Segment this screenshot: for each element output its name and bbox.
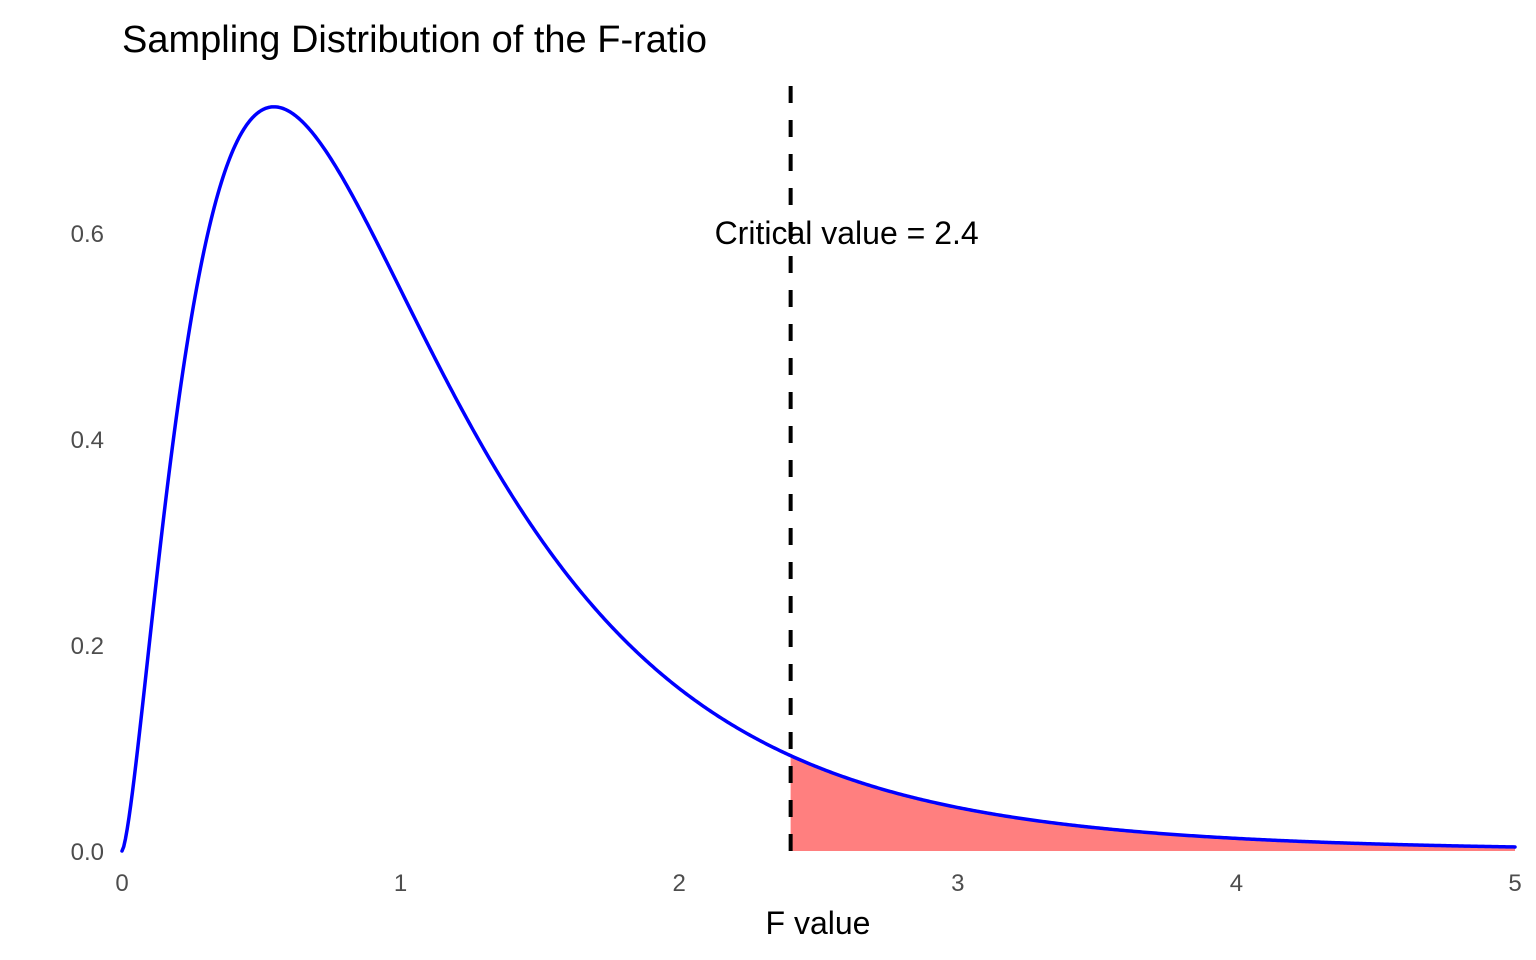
density-curve-line bbox=[120, 105, 1517, 853]
plot-area bbox=[120, 80, 1517, 853]
x-tick-label: 3 bbox=[951, 870, 964, 897]
y-tick-label: 0.4 bbox=[71, 427, 104, 454]
chart-title: Sampling Distribution of the F-ratio bbox=[122, 19, 707, 61]
y-tick-label: 0.0 bbox=[71, 839, 104, 866]
x-axis-title: F value bbox=[766, 905, 871, 941]
y-tick-label: 0.6 bbox=[71, 221, 104, 248]
y-tick-label: 0.2 bbox=[71, 633, 104, 660]
x-tick-label: 4 bbox=[1230, 870, 1243, 897]
critical-value-annotation: Critical value = 2.4 bbox=[715, 215, 979, 251]
x-tick-label: 0 bbox=[115, 870, 128, 897]
x-tick-label: 5 bbox=[1508, 870, 1521, 897]
x-tick-label: 2 bbox=[673, 870, 686, 897]
rejection-region-area bbox=[790, 755, 1515, 851]
x-tick-label: 1 bbox=[394, 870, 407, 897]
